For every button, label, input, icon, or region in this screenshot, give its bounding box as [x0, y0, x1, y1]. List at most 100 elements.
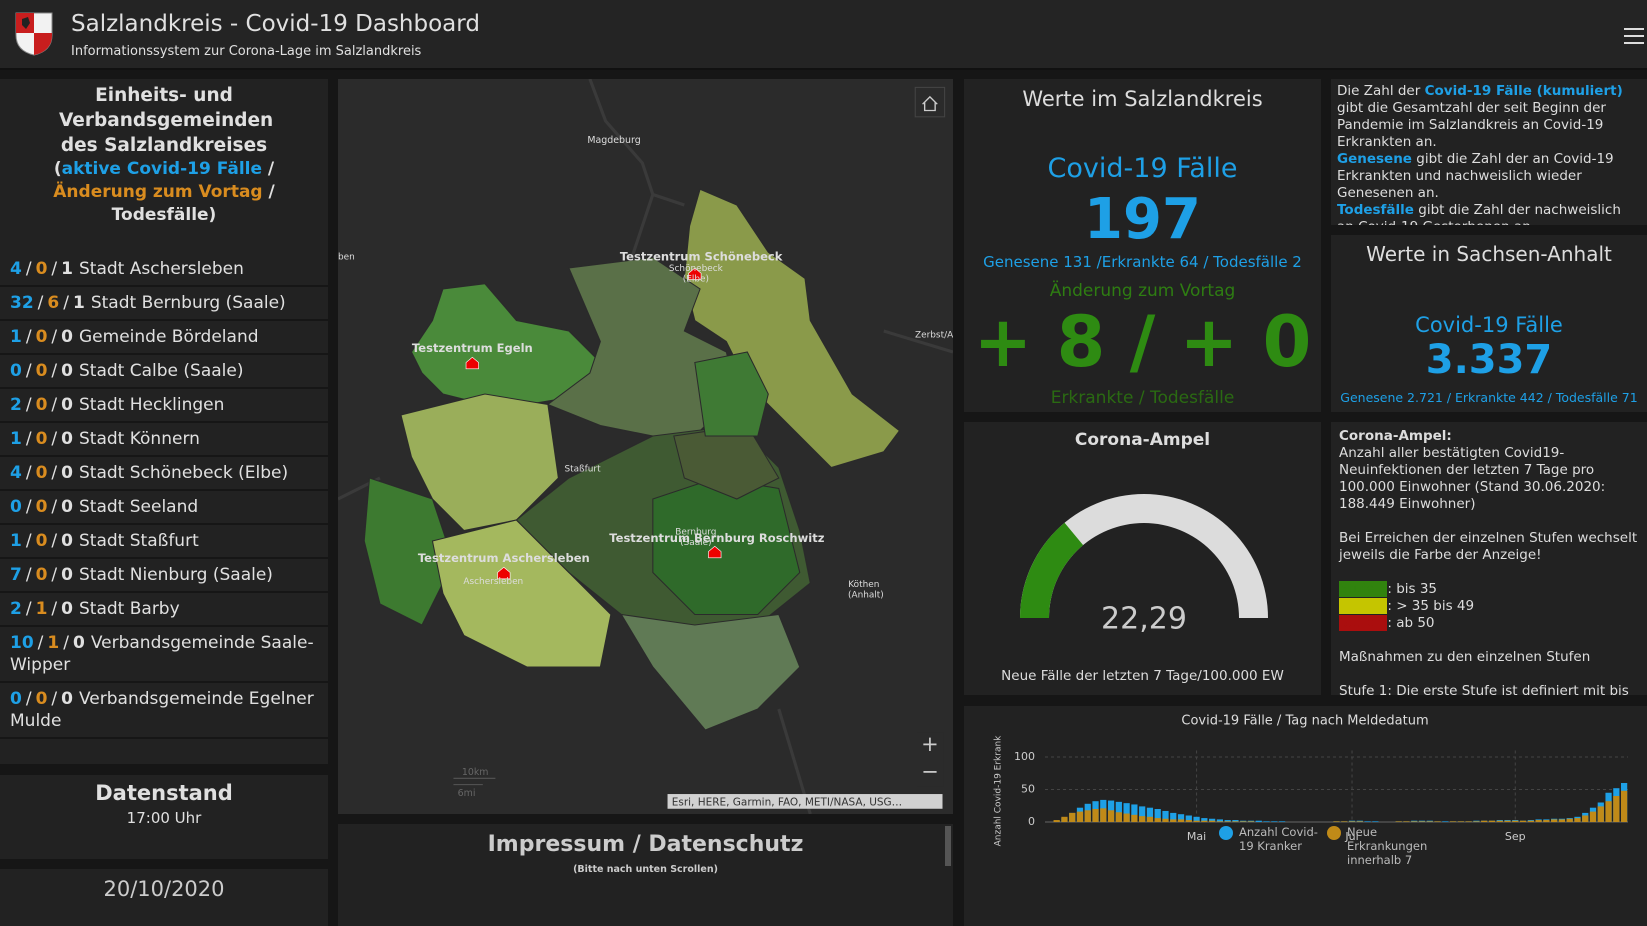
- ampel-measures: Maßnahmen zu den einzelnen Stufen: [1339, 649, 1591, 665]
- bar: [1201, 818, 1208, 822]
- separator: /: [25, 565, 32, 585]
- kreis-change-label: Änderung zum Vortag: [1049, 281, 1236, 301]
- bar: [1333, 821, 1340, 822]
- bar: [1193, 820, 1200, 822]
- map-label: Zerbst/A: [915, 330, 953, 340]
- bar: [1589, 811, 1597, 822]
- bar: [1535, 820, 1542, 822]
- map-label: Testzentrum Bernburg Roschwitz: [609, 531, 824, 545]
- zoom-out[interactable]: −: [921, 759, 939, 783]
- map-label: Testzentrum Aschersleben: [418, 551, 590, 565]
- test-center-markers[interactable]: [465, 267, 722, 580]
- municipality-name: Stadt Staßfurt: [79, 531, 199, 551]
- separator: /: [51, 463, 58, 483]
- info-segment: Genesene: [1337, 151, 1412, 167]
- stage: Stufe 3: ab 50: [1339, 615, 1639, 632]
- active-cases: 0: [10, 361, 22, 381]
- zoom-controls: [916, 732, 944, 787]
- active-cases: 0: [10, 689, 22, 709]
- bar: [1356, 820, 1363, 822]
- zoom-in[interactable]: +: [921, 732, 939, 756]
- bar: [1488, 820, 1496, 822]
- bar: [1216, 819, 1224, 822]
- change: 0: [35, 395, 48, 415]
- active-cases: 1: [10, 531, 22, 551]
- land-title: Werte in Sachsen-Anhalt: [1366, 242, 1612, 266]
- separator: /: [25, 429, 32, 449]
- municipality-name: Stadt Schönebeck (Elbe): [79, 463, 289, 483]
- map[interactable]: Magdeburg Testzentrum Schönebeck Schöneb…: [338, 79, 953, 814]
- map-label: Testzentrum Egeln: [412, 341, 533, 355]
- bar: [1162, 810, 1169, 822]
- municipality-row: 4/0/0 Stadt Schönebeck (Elbe): [0, 457, 328, 491]
- separator: /: [51, 497, 58, 517]
- date-panel: 20/10/2020: [0, 869, 328, 926]
- bar: [1341, 821, 1348, 822]
- land-panel: Werte in Sachsen-Anhalt Covid-19 Fälle 3…: [1331, 235, 1647, 412]
- legend-label: Anzahl Covid-19 Kranker: [1239, 825, 1318, 853]
- change: 0: [35, 259, 48, 279]
- bar: [1139, 816, 1146, 822]
- bar: [1558, 819, 1566, 822]
- stage-label: Stufe 2: [1339, 598, 1388, 614]
- active-cases: 1: [10, 429, 22, 449]
- bar: [1395, 821, 1402, 822]
- bar: [1348, 821, 1356, 822]
- bar: [1449, 821, 1457, 822]
- bar: [1247, 820, 1255, 822]
- bar: [1271, 821, 1278, 822]
- bar: [1170, 812, 1177, 822]
- bar: [1434, 821, 1441, 822]
- x-tick-label: Jul: [1344, 830, 1358, 843]
- bar: [1566, 818, 1573, 822]
- menu-button[interactable]: [1624, 27, 1644, 45]
- map-labels: Magdeburg Testzentrum Schönebeck Schöneb…: [338, 135, 953, 601]
- impressum-panel: Impressum / Datenschutz (Bitte nach unte…: [338, 824, 953, 926]
- info-segment: Covid-19 Fälle (kumuliert): [1424, 83, 1623, 99]
- bar: [1426, 820, 1433, 822]
- ampel-panel: Corona-Ampel: Anzahl aller bestätigten C…: [1331, 422, 1647, 695]
- map-scale: 10km 6mi: [453, 767, 496, 799]
- kreis-title: Werte im Salzlandkreis: [1022, 87, 1263, 111]
- separator: /: [51, 327, 58, 347]
- bar: [1154, 809, 1161, 822]
- bar: [1411, 820, 1418, 822]
- bar: [1177, 819, 1185, 822]
- separator: /: [25, 599, 32, 619]
- home-button[interactable]: [914, 86, 946, 118]
- active-cases: 4: [10, 463, 22, 483]
- info-panel: Die Zahl der Covid-19 Fälle (kumuliert) …: [1331, 79, 1647, 225]
- deaths: 0: [72, 633, 85, 653]
- active-cases: 2: [10, 599, 22, 619]
- deaths: 0: [61, 689, 73, 709]
- deaths: 0: [61, 395, 73, 415]
- bar: [1240, 821, 1247, 822]
- gauge-panel: Corona-Ampel 22,29 Neue Fälle der letzte…: [964, 422, 1321, 695]
- bar: [1092, 809, 1099, 822]
- bar: [1481, 820, 1488, 822]
- map-label: (Elbe): [683, 275, 709, 285]
- municipality-row: 4/0/1 Stadt Aschersleben: [0, 253, 328, 287]
- bar: [1115, 812, 1122, 822]
- y-axis-label: Anzahl Covid-19 Erkrank: [994, 735, 1004, 847]
- map-label: Köthen: [848, 580, 879, 590]
- municipality-name: Stadt Seeland: [79, 497, 199, 517]
- municipality-name: Gemeinde Bördeland: [79, 327, 259, 347]
- list-heading: Einheits- und Verbandsgemeinden des Salz…: [59, 85, 274, 156]
- scrollbar[interactable]: [945, 826, 951, 866]
- active-cases: 2: [10, 395, 22, 415]
- info-segment: gibt die Zahl der an Covid-19 Erkrankten…: [1337, 151, 1614, 201]
- bar: [1193, 816, 1200, 822]
- map-regions: [363, 188, 901, 731]
- y-tick-label: 50: [1021, 783, 1035, 796]
- change: 0: [35, 429, 48, 449]
- separator: /: [25, 259, 32, 279]
- logo: [15, 12, 53, 56]
- gauge-fill: [1020, 522, 1084, 618]
- separator: /: [51, 689, 58, 709]
- municipality-name: Stadt Nienburg (Saale): [79, 565, 273, 585]
- bar: [1069, 812, 1076, 822]
- bar: [1224, 821, 1231, 822]
- separator: /: [25, 395, 32, 415]
